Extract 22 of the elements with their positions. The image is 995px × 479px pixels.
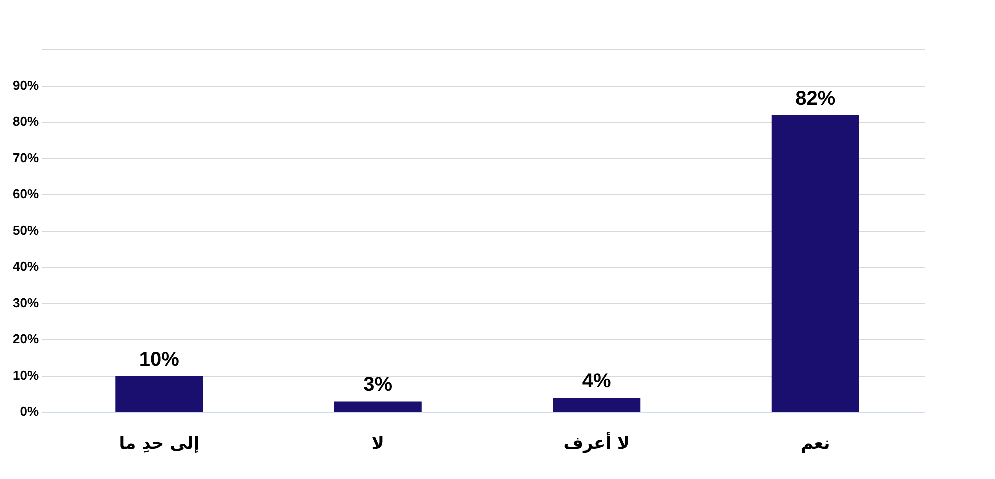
data-label: 10% (139, 348, 180, 371)
y-tick-label: 70% (12, 150, 40, 166)
data-label: 82% (796, 88, 836, 110)
data-label: 4% (582, 370, 612, 393)
y-tick-label: 10% (12, 368, 40, 383)
y-tick-label: 30% (12, 295, 40, 310)
y-tick-label: 60% (12, 186, 40, 202)
x-tick-label: إلى حدِ ما (119, 434, 200, 454)
bar (334, 402, 422, 412)
x-tick-label: لا أعرف (564, 432, 630, 454)
y-tick-label: 80% (12, 114, 40, 130)
x-tick-label: لا (372, 434, 384, 454)
x-tick-label: نعم (800, 434, 830, 454)
y-tick-label: 20% (12, 332, 40, 347)
y-tick-label: 40% (12, 259, 40, 274)
bar (553, 398, 641, 412)
bar (772, 115, 860, 412)
bar (116, 376, 204, 412)
y-tick-label: 90% (12, 78, 40, 93)
data-label: 3% (364, 374, 393, 396)
y-tick-label: 0% (20, 404, 40, 420)
y-tick-label: 50% (12, 222, 40, 238)
